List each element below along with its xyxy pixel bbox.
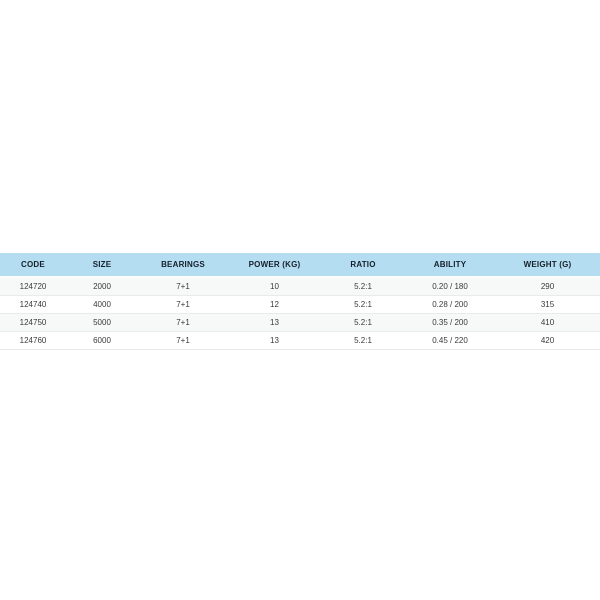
table-cell: 124720: [19, 282, 47, 291]
table-cell: 5.2:1: [354, 300, 372, 309]
table-cell: 5000: [93, 318, 111, 327]
table-cell: 0.35 / 200: [432, 318, 468, 327]
table-cell: 124760: [19, 336, 47, 345]
spec-table-body: 124720 2000 7+1 10 5.2:1 0.20 / 180 290 124740 4…: [0, 277, 600, 350]
column-header: SIZE: [66, 253, 138, 278]
table-cell: 7+1: [176, 318, 190, 327]
product-spec-table: CODE SIZE BEARINGS POWER (Kg) RATIO ABILITY WE…: [0, 253, 600, 350]
table-cell: 12: [270, 300, 279, 309]
column-header: ABILITY: [405, 253, 495, 278]
table-row: 124740 4000 7+1 12 5.2:1 0.28 / 200 315: [0, 295, 600, 314]
table-cell: 5.2:1: [354, 336, 372, 345]
header-row: CODE SIZE BEARINGS POWER (Kg) RATIO ABILITY WE…: [0, 253, 600, 278]
column-header: POWER (Kg): [228, 253, 321, 278]
table-cell: 7+1: [176, 336, 190, 345]
table-row: 124760 6000 7+1 13 5.2:1 0.45 / 220 420: [0, 331, 600, 350]
column-header: BEARINGS: [138, 253, 228, 278]
table-cell: 315: [540, 300, 555, 309]
table-cell: 290: [540, 282, 555, 291]
table-cell: 5.2:1: [354, 318, 372, 327]
spec-table-header: CODE SIZE BEARINGS POWER (Kg) RATIO ABILITY WE…: [0, 253, 600, 278]
table-cell: 420: [540, 336, 555, 345]
table-cell: 2000: [93, 282, 111, 291]
spec-table-section: CODE SIZE BEARINGS POWER (Kg) RATIO ABILITY WE…: [0, 253, 600, 350]
table-cell: 124750: [19, 318, 47, 327]
table-cell: 0.28 / 200: [432, 300, 468, 309]
table-cell: 4000: [93, 300, 111, 309]
column-header: WEIGHT (g): [495, 253, 600, 278]
table-cell: 6000: [93, 336, 111, 345]
table-cell: 410: [540, 318, 555, 327]
table-cell: 0.20 / 180: [432, 282, 468, 291]
column-header: RATIO: [321, 253, 405, 278]
table-cell: 7+1: [176, 300, 190, 309]
table-cell: 0.45 / 220: [432, 336, 468, 345]
table-cell: 13: [270, 336, 279, 345]
table-row: 124720 2000 7+1 10 5.2:1 0.20 / 180 290: [0, 277, 600, 296]
table-cell: 124740: [19, 300, 47, 309]
table-cell: 13: [270, 318, 279, 327]
table-row: 124750 5000 7+1 13 5.2:1 0.35 / 200 410: [0, 313, 600, 332]
table-cell: 7+1: [176, 282, 190, 291]
table-cell: 10: [270, 282, 279, 291]
table-cell: 5.2:1: [354, 282, 372, 291]
column-header: CODE: [0, 253, 66, 278]
